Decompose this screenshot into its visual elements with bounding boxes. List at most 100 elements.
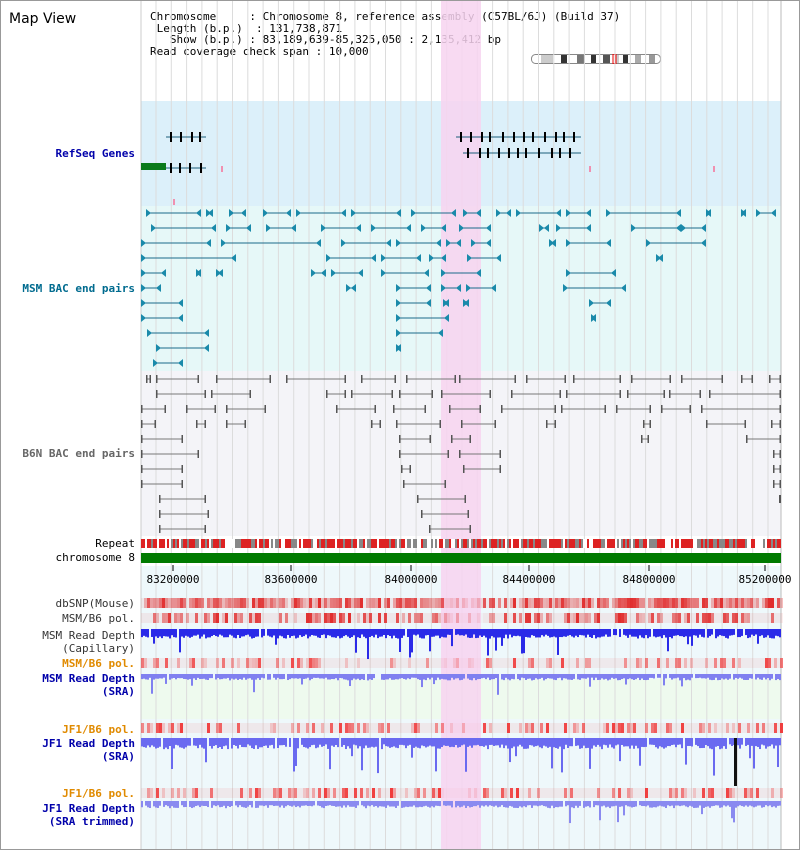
jf1-trim-depth-bar [177,801,179,808]
msm-capillary-depth-bar [303,629,305,637]
msm-capillary-depth-bar [681,629,683,637]
exon [170,132,172,142]
msm-b6-pol-cell [450,613,453,623]
jf1-trim-depth-bar [171,801,173,807]
msm-b6-pol-cell [552,613,555,623]
msm-bac-end [611,269,616,277]
msm-b6-pol-sra-cell [291,658,294,668]
msm-b6-pol-sra-cell [477,658,480,668]
msm-sra-depth-bar [511,674,513,679]
msm-bac-end [396,314,401,322]
jf1-trim-depth-bar [229,801,231,807]
dbsnp-cell [495,598,498,608]
msm-b6-pol-cell [666,613,669,623]
jf1-b6-pol-trim-cell [747,788,750,798]
repeat-element [155,539,157,548]
msm-capillary-depth-bar [211,629,213,637]
jf1-sra-depth-bar [307,738,309,749]
jf1-trim-depth-bar [703,801,705,808]
repeat-element [219,539,221,548]
msm-sra-depth-bar [219,674,221,680]
jf1-b6-pol-cell [276,723,279,733]
msm-b6-pol-sra-cell [315,658,318,668]
jf1-trim-depth-bar [543,801,545,807]
dbsnp-cell [441,598,444,608]
msm-b6-pol-cell [189,613,192,623]
msm-sra-depth-bar [337,674,339,681]
msm-bac-end [631,224,636,232]
msm-b6-pol-cell [756,613,759,623]
msm-sra-depth-bar [341,674,343,679]
dbsnp-cell [309,598,312,608]
msm-bac-end [556,224,561,232]
repeat-element [461,539,463,548]
repeat-element [283,539,285,548]
dbsnp-cell [360,598,363,608]
msm-capillary-depth-bar [141,629,143,638]
repeat-element [409,539,411,548]
msm-sra-depth-bar [151,674,153,694]
jf1-trim-depth-bar [361,801,363,806]
msm-capillary-depth-bar [629,629,631,635]
jf1-sra-depth-bar [215,738,217,746]
msm-b6-pol-cell [681,613,684,623]
msm-b6-pol-sra-cell [708,658,711,668]
msm-sra-depth-bar [637,674,639,678]
msm-capillary-depth-bar [315,629,317,636]
msm-b6-pol-sra-cell [669,658,672,668]
repeat-element [697,539,699,548]
msm-sra-depth-bar [759,674,761,680]
jf1-trim-depth-bar [519,801,521,807]
repeat-element [563,539,565,548]
jf1-b6-pol-cell [459,723,462,733]
repeat-element [423,539,425,548]
exon [532,132,534,142]
msm-capillary-depth-bar [239,629,241,639]
msm-sra-depth-bar [733,674,735,680]
msm-capillary-depth-bar [479,629,481,636]
jf1-sra-depth-bar [443,738,445,746]
repeat-element [421,539,423,548]
msm-b6-pol-sra-cell [585,658,588,668]
dbsnp-cell [510,598,513,608]
msm-b6-pol-cell [282,613,285,623]
jf1-trim-depth-bar [529,801,531,806]
jf1-b6-pol-cell [327,723,330,733]
msm-capillary-depth-bar [719,629,721,636]
msm-b6-pol-cell [597,613,600,623]
b6n-bac-end [156,390,158,398]
msm-sra-depth-bar [521,674,523,678]
msm-capillary-depth-bar [461,629,463,636]
msm-sra-depth-bar [405,674,407,680]
msm-b6-pol-sra-cell [564,658,567,668]
jf1-b6-pol-cell [225,723,228,733]
repeat-element [651,539,653,548]
b6n-bac-end [204,420,206,428]
jf1-sra-depth-bar [343,738,345,746]
msm-b6-pol-sra-cell [426,658,429,668]
jf1-trim-depth-bar [295,801,297,808]
dbsnp-cell [552,598,555,608]
msm-capillary-depth-bar [369,629,371,638]
jf1-sra-depth-bar [199,738,201,745]
msm-b6-pol-cell [621,613,624,623]
jf1-b6-pol-trim-cell [669,788,672,798]
msm-capillary-depth-bar [331,629,333,638]
jf1-trim-depth-bar [405,801,407,807]
jf1-trim-depth-bar [409,801,411,807]
jf1-b6-pol-cell [171,723,174,733]
jf1-trim-depth-bar [629,801,631,807]
repeat-element [689,539,691,548]
jf1-trim-depth-bar [709,801,711,808]
jf1-sra-depth-bar [587,738,589,748]
b6n-bac-end [773,465,775,473]
msm-b6-pol-sra-cell [186,658,189,668]
msm-b6-pol-cell [261,613,264,623]
msm-capillary-depth-bar [311,629,313,636]
jf1-sra-depth-bar [253,738,255,749]
jf1-trim-depth-bar [183,801,185,808]
msm-bac-end [396,344,401,352]
dbsnp-cell [450,598,453,608]
gene-pink-0 [221,166,223,172]
